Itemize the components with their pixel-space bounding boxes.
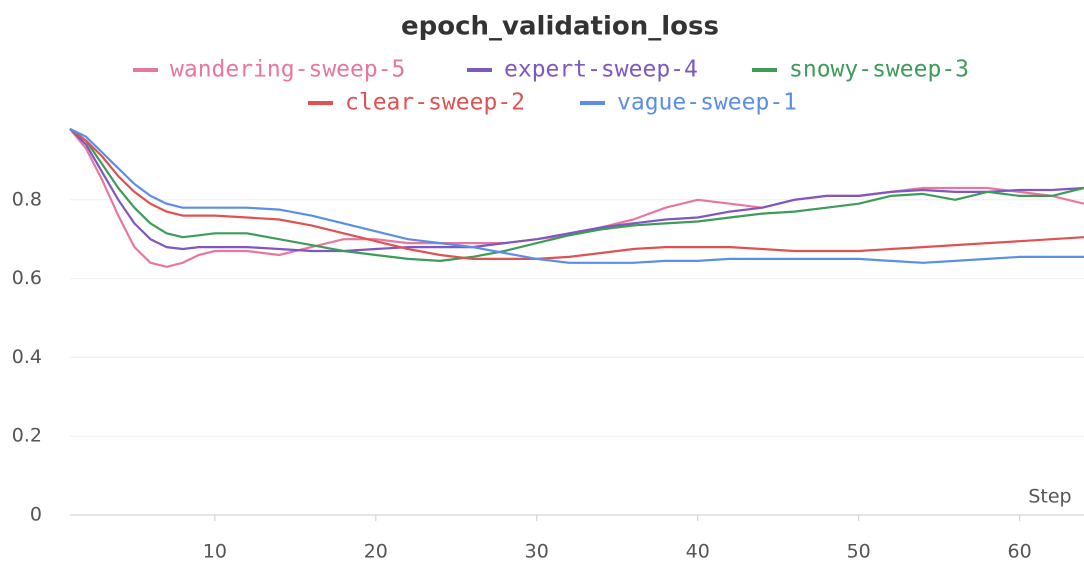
x-axis-label: Step [1028,486,1071,508]
y-tick-label: 0.2 [12,425,42,447]
x-tick-label: 10 [203,541,227,563]
x-tick-label: 60 [1008,541,1032,563]
series-line [69,128,1084,253]
y-tick-label: 0 [30,504,42,526]
legend-label: snowy-sweep-3 [789,57,969,83]
series-line [69,128,1084,260]
legend-label: clear-sweep-2 [345,90,525,116]
legend-label: wandering-sweep-5 [170,57,405,83]
legend-label: vague-sweep-1 [617,90,797,116]
y-tick-label: 0.8 [12,188,42,210]
x-tick-label: 30 [525,541,549,563]
y-tick-label: 0.4 [12,346,42,368]
chart-title: epoch_validation_loss [401,12,719,42]
series-line [69,128,1084,262]
x-tick-label: 50 [847,541,871,563]
x-tick-label: 20 [364,541,388,563]
x-tick-label: 40 [686,541,710,563]
series-line [69,127,1084,264]
legend-label: expert-sweep-4 [504,57,698,83]
y-tick-label: 0.6 [12,267,42,289]
